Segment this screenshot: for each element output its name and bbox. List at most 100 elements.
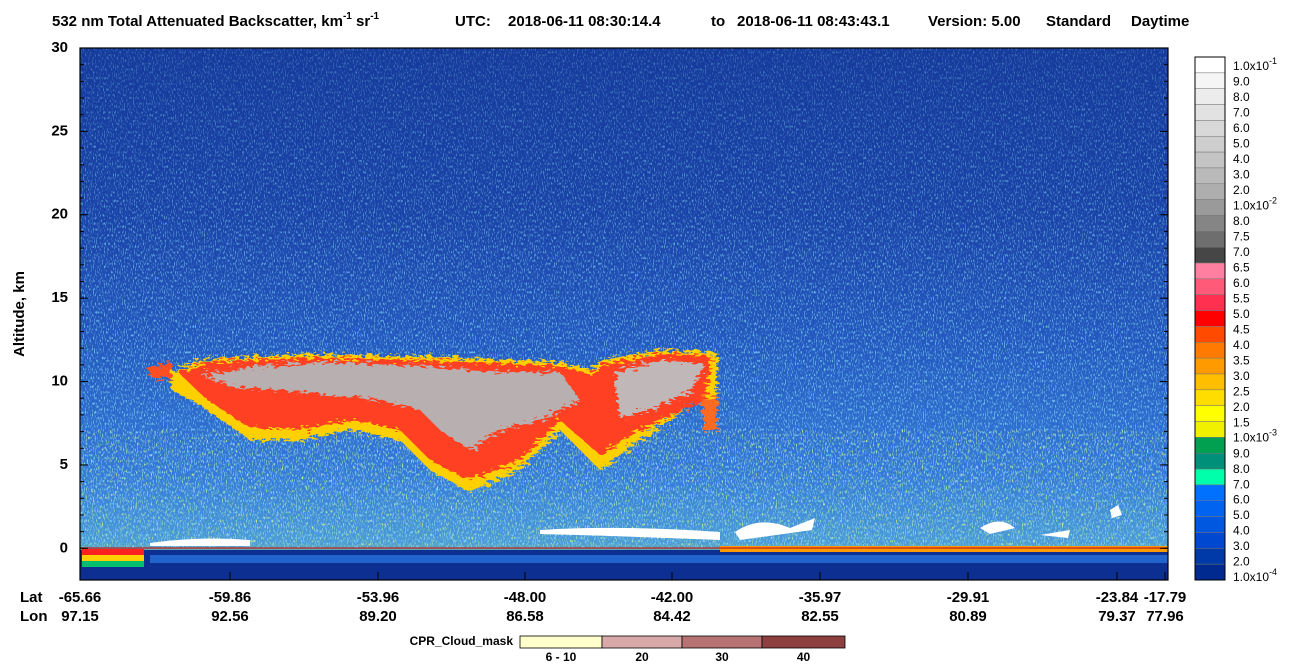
colorbar-swatch (1194, 500, 1226, 517)
low-cloud (1110, 505, 1122, 518)
colorbar-swatch (1194, 120, 1226, 137)
lat-label: -35.97 (799, 589, 842, 606)
colorbar-label: 1.0x10-3 (1233, 428, 1277, 445)
colorbar-label-base: 1.0x10 (1233, 570, 1269, 584)
colorbar-label: 3.0 (1233, 369, 1250, 383)
cloud (148, 350, 718, 492)
surface-block (82, 555, 144, 561)
header: 532 nm Total Attenuated Backscatter, km-… (52, 11, 1189, 30)
colorbar-label: 3.0 (1233, 168, 1250, 182)
colorbar-label-base: 1.0x10 (1233, 431, 1269, 445)
colorbar-swatch (1194, 104, 1226, 121)
colorbar-swatch (1194, 231, 1226, 248)
lat-label: -17.79 (1144, 589, 1187, 606)
colorbar-label: 6.0 (1233, 493, 1250, 507)
colorbar-swatch (1194, 135, 1226, 153)
cpr-legend-title: CPR_Cloud_mask (410, 634, 514, 648)
lon-label: 77.96 (1146, 608, 1184, 625)
colorbar-label-base: 1.0x10 (1233, 199, 1269, 213)
colorbar-label: 1.0x10-4 (1233, 567, 1277, 584)
lon-label: 79.37 (1098, 608, 1136, 625)
colorbar-swatch (1194, 215, 1226, 232)
subsurface (80, 550, 1168, 580)
cpr-label: 30 (715, 650, 729, 664)
surface (80, 505, 1168, 580)
colorbar-label-exp: -2 (1269, 196, 1277, 206)
colorbar-label: 2.0 (1233, 183, 1250, 197)
y-tick-label: 30 (51, 39, 68, 56)
colorbar-label: 7.5 (1233, 230, 1250, 244)
colorbar-frame (1194, 56, 1226, 581)
lon-label: 92.56 (211, 608, 249, 625)
colorbar-label-exp: -1 (1269, 56, 1277, 66)
version: Version: 5.00 (928, 13, 1021, 30)
surface-block (82, 561, 144, 567)
colorbar-swatch (1194, 56, 1226, 74)
colorbar-swatch (1194, 151, 1226, 169)
colorbar-swatch (1194, 72, 1226, 89)
lon-label: 80.89 (949, 608, 987, 625)
colorbar-label: 5.0 (1233, 307, 1250, 321)
colorbar-label-exp: -3 (1269, 428, 1277, 438)
lat-label: -59.86 (209, 589, 252, 606)
end-time: 2018-06-11 08:43:43.1 (737, 13, 890, 30)
colorbar-swatch (1194, 532, 1226, 549)
colorbar-label: 9.0 (1233, 446, 1250, 460)
cpr-swatch (601, 635, 683, 649)
lat-label: -65.66 (59, 589, 102, 606)
title-quantity: 532 nm Total Attenuated Backscatter, km (52, 13, 343, 30)
colorbar-label: 9.0 (1233, 75, 1250, 89)
colorbar-label: 8.0 (1233, 462, 1250, 476)
start-time: 2018-06-11 08:30:14.4 (508, 13, 661, 30)
colorbar-label: 2.0 (1233, 400, 1250, 414)
colorbar-swatch (1194, 421, 1226, 438)
colorbar-swatch (1194, 452, 1226, 470)
y-tick-label: 25 (51, 122, 68, 139)
cpr-label: 20 (635, 650, 649, 664)
lon-label: 97.15 (61, 608, 99, 625)
lat-label: -29.91 (947, 589, 990, 606)
backscatter-image (80, 48, 1168, 580)
colorbar-label-exp: -4 (1269, 567, 1277, 577)
colorbar-label: 7.0 (1233, 477, 1250, 491)
colorbar-swatch (1194, 548, 1226, 565)
title-unit: sr (352, 13, 371, 30)
colorbar-label: 2.5 (1233, 384, 1250, 398)
colorbar-label: 5.0 (1233, 137, 1250, 151)
cpr-label: 6 - 10 (546, 650, 577, 664)
title-sup: -1 (370, 11, 379, 22)
cpr-swatch (681, 635, 763, 649)
colorbar-swatch (1194, 389, 1226, 406)
colorbar-swatch (1194, 262, 1226, 280)
colorbar-label: 2.0 (1233, 555, 1250, 569)
colorbar-label: 4.0 (1233, 338, 1250, 352)
cpr-label: 40 (797, 650, 811, 664)
colorbar-label: 7.0 (1233, 245, 1250, 259)
colorbar-swatch (1194, 437, 1226, 454)
colorbar-label: 4.0 (1233, 152, 1250, 166)
y-tick-label: 15 (51, 289, 68, 306)
colorbar-label: 6.0 (1233, 121, 1250, 135)
lat-label: -23.84 (1096, 589, 1139, 606)
colorbar-label: 4.5 (1233, 322, 1250, 336)
colorbar-label: 7.0 (1233, 106, 1250, 120)
colorbar-label: 3.0 (1233, 539, 1250, 553)
colorbar-swatch (1194, 167, 1226, 185)
colorbar-swatch (1194, 183, 1226, 200)
lat-row-label: Lat (20, 589, 43, 606)
surface-block (82, 549, 144, 555)
to-label: to (711, 13, 725, 30)
colorbar-label: 5.5 (1233, 291, 1250, 305)
y-tick-label: 10 (51, 373, 68, 390)
lon-row-label: Lon (20, 608, 48, 625)
colorbar-swatch (1194, 373, 1226, 391)
y-axis-label: Altitude, km (11, 271, 28, 357)
plot-frame (79, 47, 1169, 581)
colorbar-label: 8.0 (1233, 214, 1250, 228)
title-sup: -1 (343, 11, 352, 22)
colorbar-swatch (1194, 563, 1226, 581)
colorbar-swatch (1194, 342, 1226, 359)
lat-label: -53.96 (357, 589, 400, 606)
cpr-swatch (761, 635, 846, 649)
